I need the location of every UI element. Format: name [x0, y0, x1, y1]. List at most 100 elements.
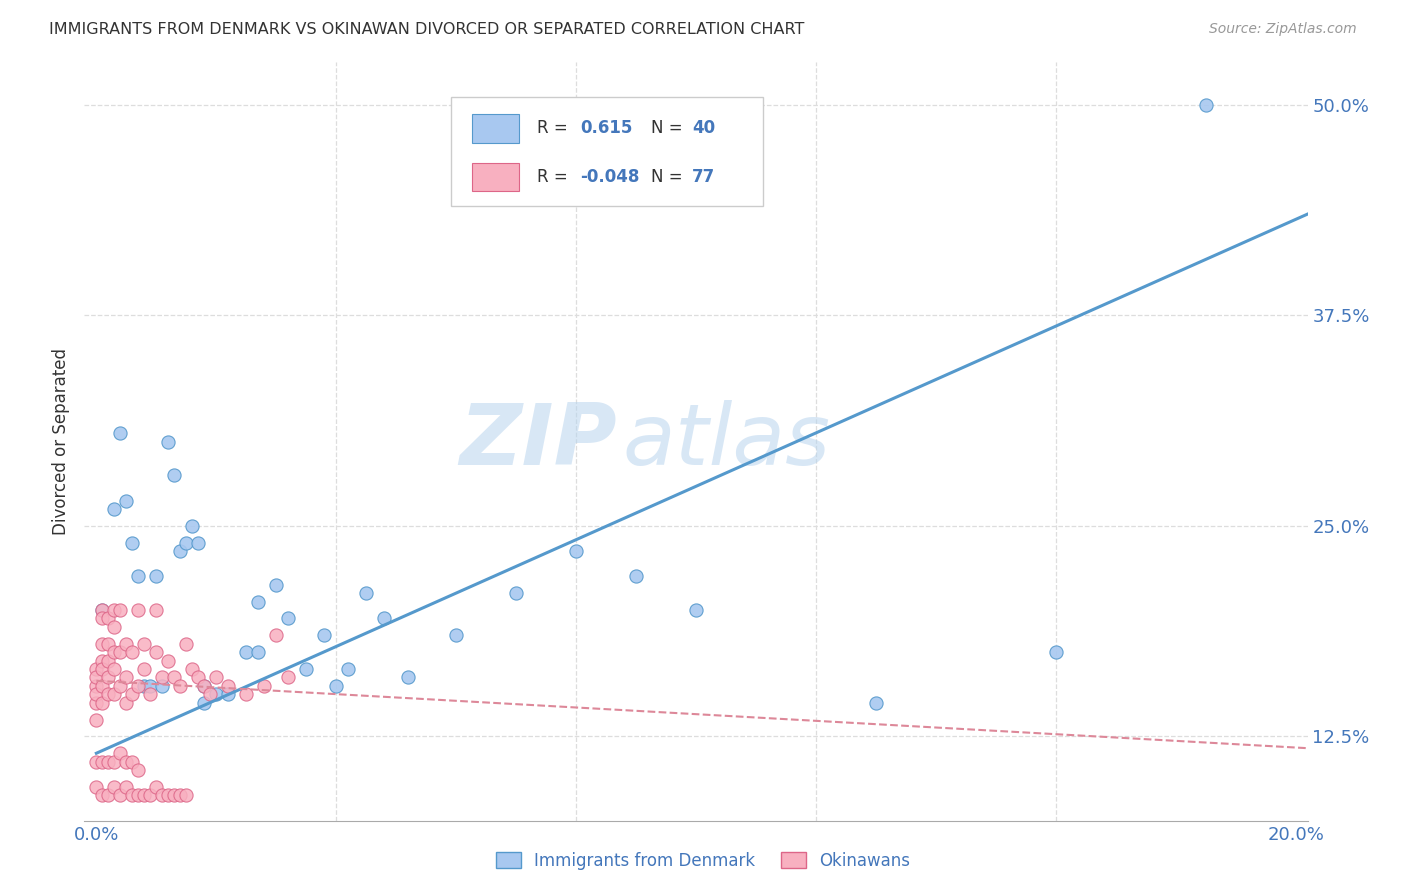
Text: Source: ZipAtlas.com: Source: ZipAtlas.com [1209, 22, 1357, 37]
Point [127, 569, 149, 583]
Point [1045, 645, 1067, 659]
FancyBboxPatch shape [472, 162, 519, 191]
Point [97, 611, 120, 625]
Legend: Immigrants from Denmark, Okinawans: Immigrants from Denmark, Okinawans [489, 846, 917, 877]
Point [121, 645, 143, 659]
Point [115, 780, 138, 794]
Point [121, 789, 143, 803]
Point [86, 755, 108, 769]
Point [181, 518, 204, 533]
Point [97, 755, 120, 769]
Point [163, 789, 186, 803]
Point [174, 789, 197, 803]
Point [444, 628, 467, 642]
Point [115, 755, 138, 769]
Point [91, 662, 114, 676]
Point [174, 535, 197, 549]
Point [97, 687, 120, 701]
Point [121, 535, 143, 549]
Point [110, 679, 132, 693]
Point [139, 679, 162, 693]
Point [91, 789, 114, 803]
Point [174, 637, 197, 651]
Point [110, 645, 132, 659]
Point [121, 755, 143, 769]
Point [134, 789, 156, 803]
Point [103, 687, 125, 701]
Point [115, 670, 138, 684]
Point [103, 603, 125, 617]
Point [103, 620, 125, 634]
Text: N =: N = [651, 168, 682, 186]
Point [217, 687, 239, 701]
Text: 77: 77 [692, 168, 716, 186]
Point [169, 679, 191, 693]
Text: ZIP: ZIP [458, 400, 616, 483]
Point [110, 746, 132, 760]
Text: atlas: atlas [623, 400, 831, 483]
Point [86, 670, 108, 684]
Point [264, 578, 287, 592]
Point [103, 645, 125, 659]
Point [217, 679, 239, 693]
Point [169, 789, 191, 803]
Point [193, 696, 215, 710]
Point [86, 713, 108, 727]
Point [97, 670, 120, 684]
Point [337, 662, 360, 676]
Point [110, 426, 132, 441]
Point [235, 645, 257, 659]
Point [181, 662, 204, 676]
Point [193, 679, 215, 693]
Point [1195, 97, 1218, 112]
Point [139, 687, 162, 701]
Point [277, 611, 299, 625]
Point [145, 569, 167, 583]
Point [97, 654, 120, 668]
Point [127, 603, 149, 617]
Point [624, 569, 647, 583]
Y-axis label: Divorced or Separated: Divorced or Separated [52, 348, 70, 535]
Point [373, 611, 395, 625]
Point [145, 645, 167, 659]
Point [150, 789, 173, 803]
Point [110, 603, 132, 617]
Point [115, 637, 138, 651]
Point [97, 789, 120, 803]
Point [127, 789, 149, 803]
Point [157, 789, 180, 803]
Point [91, 611, 114, 625]
Point [169, 544, 191, 558]
Point [247, 645, 270, 659]
Point [103, 780, 125, 794]
Text: R =: R = [537, 168, 568, 186]
Point [145, 780, 167, 794]
Point [91, 755, 114, 769]
Point [157, 434, 180, 449]
Point [91, 654, 114, 668]
Point [103, 755, 125, 769]
Text: -0.048: -0.048 [579, 168, 640, 186]
Point [205, 687, 228, 701]
Point [91, 637, 114, 651]
Point [277, 670, 299, 684]
Point [97, 637, 120, 651]
Point [86, 696, 108, 710]
Point [505, 586, 527, 600]
Point [565, 544, 588, 558]
Point [187, 535, 209, 549]
Point [86, 687, 108, 701]
Point [200, 687, 222, 701]
Text: 40: 40 [692, 120, 716, 137]
Point [205, 670, 228, 684]
Point [91, 603, 114, 617]
Point [91, 696, 114, 710]
FancyBboxPatch shape [472, 114, 519, 143]
Point [139, 789, 162, 803]
Point [121, 687, 143, 701]
Point [134, 679, 156, 693]
Point [103, 502, 125, 516]
Point [163, 670, 186, 684]
Text: 0.615: 0.615 [579, 120, 633, 137]
Point [150, 679, 173, 693]
